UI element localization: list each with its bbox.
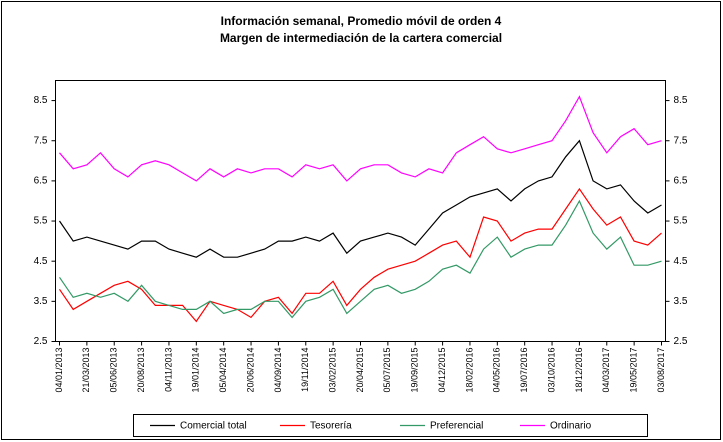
x-tick-label: 05/06/2013 [109,348,119,393]
y-tick-label: 4.5 [34,256,48,267]
y2-tick-label: 4.5 [674,256,688,267]
x-tick-label: 20/06/2014 [245,348,255,393]
x-tick-label: 04/09/2014 [273,348,283,393]
chart-title: Información semanal, Promedio móvil de o… [221,14,502,28]
x-tick-label: 18/02/2016 [464,348,474,393]
legend-label: Ordinario [550,421,592,432]
y2-tick-label: 8.5 [674,95,688,106]
series-line [59,187,662,323]
x-tick-label: 20/08/2013 [136,348,146,393]
y2-tick-label: 7.5 [674,135,688,146]
x-tick-label: 19/01/2014 [191,348,201,393]
x-tick-label: 05/07/2015 [382,348,392,393]
x-tick-label: 20/04/2015 [355,348,365,393]
x-tick-label: 03/08/2017 [656,348,666,393]
x-tick-label: 04/05/2016 [492,348,502,393]
chart-subtitle: Margen de intermediación de la cartera c… [220,31,502,45]
x-tick-label: 04/01/2013 [54,348,64,393]
y-tick-label: 8.5 [34,95,48,106]
y2-tick-label: 2.5 [674,336,688,347]
x-tick-label: 04/11/2013 [163,348,173,392]
series-line [59,199,662,319]
y-tick-label: 7.5 [34,135,48,146]
x-tick-label: 21/03/2013 [81,348,91,393]
y2-tick-label: 3.5 [674,296,688,307]
y-tick-label: 5.5 [34,216,48,227]
legend [133,414,648,437]
x-tick-label: 19/11/2014 [300,348,310,392]
x-tick-label: 04/03/2017 [601,348,611,393]
y2-tick-label: 6.5 [674,176,688,187]
x-tick-label: 19/05/2017 [629,348,639,393]
x-tick-label: 05/04/2014 [218,348,228,393]
series-line [59,139,662,258]
x-tick-label: 04/12/2015 [437,348,447,393]
legend-label: Comercial total [180,421,247,432]
y-tick-label: 2.5 [34,336,48,347]
x-tick-label: 19/09/2015 [410,348,420,393]
x-tick-label: 03/02/2015 [328,348,338,393]
x-tick-label: 18/12/2016 [574,348,584,393]
legend-label: Preferencial [430,421,483,432]
y-tick-label: 3.5 [34,296,48,307]
x-tick-label: 03/10/2016 [546,348,556,393]
legend-label: Tesorería [310,421,352,432]
y2-tick-label: 5.5 [674,216,688,227]
x-tick-label: 19/07/2016 [519,348,529,393]
series-line [59,95,662,182]
y-tick-label: 6.5 [34,176,48,187]
